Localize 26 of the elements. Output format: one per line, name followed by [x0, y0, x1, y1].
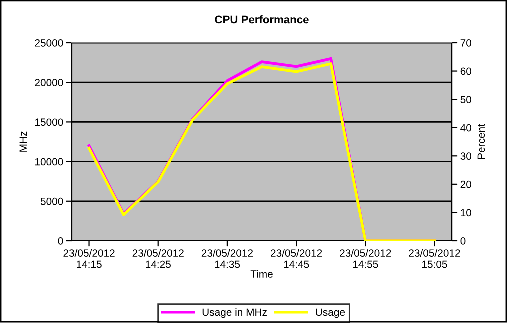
y-tick-label: 25000 — [35, 40, 64, 47]
y2-tick-label: 10 — [461, 209, 472, 217]
x-axis-title: Time — [250, 270, 273, 278]
y-axis-title: MHz — [20, 132, 27, 152]
y2-tick-label: 20 — [460, 180, 472, 188]
y-tick-label: 15000 — [36, 118, 64, 126]
legend-label: Usage — [316, 308, 346, 318]
x-tick-label: 23/05/2012 15:05 — [409, 249, 460, 268]
y2-tick-label: 50 — [460, 96, 472, 104]
y-tick-label: 0 — [58, 238, 64, 245]
x-tick-label: 23/05/2012 14:15 — [64, 249, 115, 268]
x-tick-label: 23/05/2012 14:35 — [202, 249, 253, 268]
legend-label: Usage in MHz — [202, 308, 267, 318]
y2-tick-label: 70 — [460, 40, 472, 47]
y2-tick-label: 0 — [460, 238, 466, 245]
y-tick-label: 10000 — [36, 158, 64, 166]
y2-tick-label: 30 — [460, 152, 472, 160]
y2-axis-title: Percent — [478, 124, 486, 160]
y2-tick-label: 60 — [460, 68, 472, 76]
chart-title: CPU Performance — [215, 16, 309, 24]
y-tick-label: 5000 — [40, 198, 64, 206]
x-tick-label: 23/05/2012 14:25 — [132, 249, 184, 268]
x-tick-label: 23/05/2012 14:45 — [271, 249, 322, 268]
y2-tick-label: 40 — [460, 124, 472, 132]
x-tick-label: 23/05/2012 14:55 — [340, 249, 392, 268]
y-tick-label: 20000 — [35, 79, 64, 86]
